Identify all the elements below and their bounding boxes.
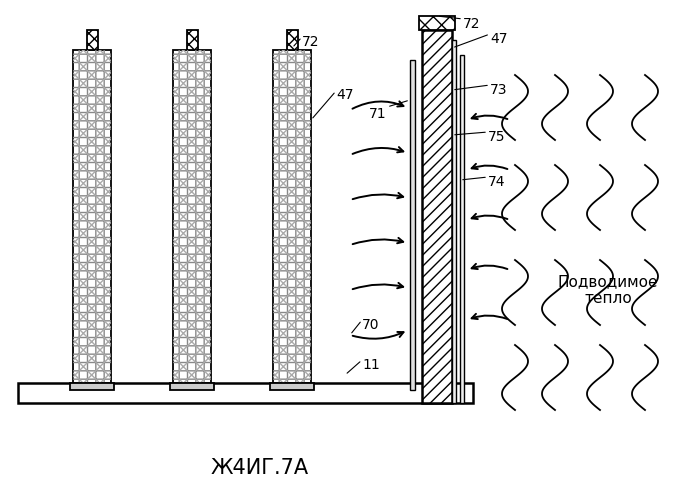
FancyArrowPatch shape [353, 193, 403, 199]
FancyArrowPatch shape [353, 101, 403, 109]
Bar [273, 50, 311, 383]
Bar [186, 30, 197, 50]
Text: 47: 47 [336, 88, 354, 102]
Text: 11: 11 [362, 358, 379, 372]
Bar [170, 383, 214, 390]
Text: 75: 75 [488, 130, 505, 144]
Bar [452, 40, 456, 403]
Text: Ж4ИГ.7А: Ж4ИГ.7А [211, 458, 309, 478]
Bar [419, 16, 455, 30]
Bar [273, 50, 311, 383]
Text: 72: 72 [302, 35, 319, 49]
Bar [286, 30, 297, 50]
Bar [173, 50, 211, 383]
Bar [173, 50, 211, 383]
Text: 71: 71 [368, 107, 386, 121]
Bar [419, 16, 455, 30]
Bar [73, 50, 111, 383]
FancyArrowPatch shape [472, 314, 507, 319]
Bar [460, 55, 464, 403]
FancyArrowPatch shape [353, 147, 403, 154]
Bar [422, 30, 452, 403]
FancyArrowPatch shape [472, 164, 507, 169]
Text: 72: 72 [463, 17, 480, 31]
FancyArrowPatch shape [472, 214, 507, 219]
Text: 70: 70 [362, 318, 379, 332]
Bar [73, 50, 111, 383]
Text: 73: 73 [490, 83, 507, 97]
Bar [410, 60, 415, 390]
Bar [87, 30, 97, 50]
Text: Подводимое
тепло: Подводимое тепло [558, 274, 658, 306]
Bar [173, 50, 211, 383]
Bar [422, 30, 452, 403]
Bar [87, 30, 97, 50]
Text: 74: 74 [488, 175, 505, 189]
Bar [70, 383, 114, 390]
Bar [186, 30, 197, 50]
Bar [73, 50, 111, 383]
FancyArrowPatch shape [353, 283, 403, 289]
FancyArrowPatch shape [472, 264, 507, 269]
Bar [273, 50, 311, 383]
Bar [286, 30, 297, 50]
FancyArrowPatch shape [472, 114, 507, 119]
FancyArrowPatch shape [353, 332, 403, 339]
FancyArrowPatch shape [353, 238, 403, 244]
Text: 47: 47 [490, 32, 507, 46]
Bar [18, 383, 473, 403]
Bar [270, 383, 314, 390]
